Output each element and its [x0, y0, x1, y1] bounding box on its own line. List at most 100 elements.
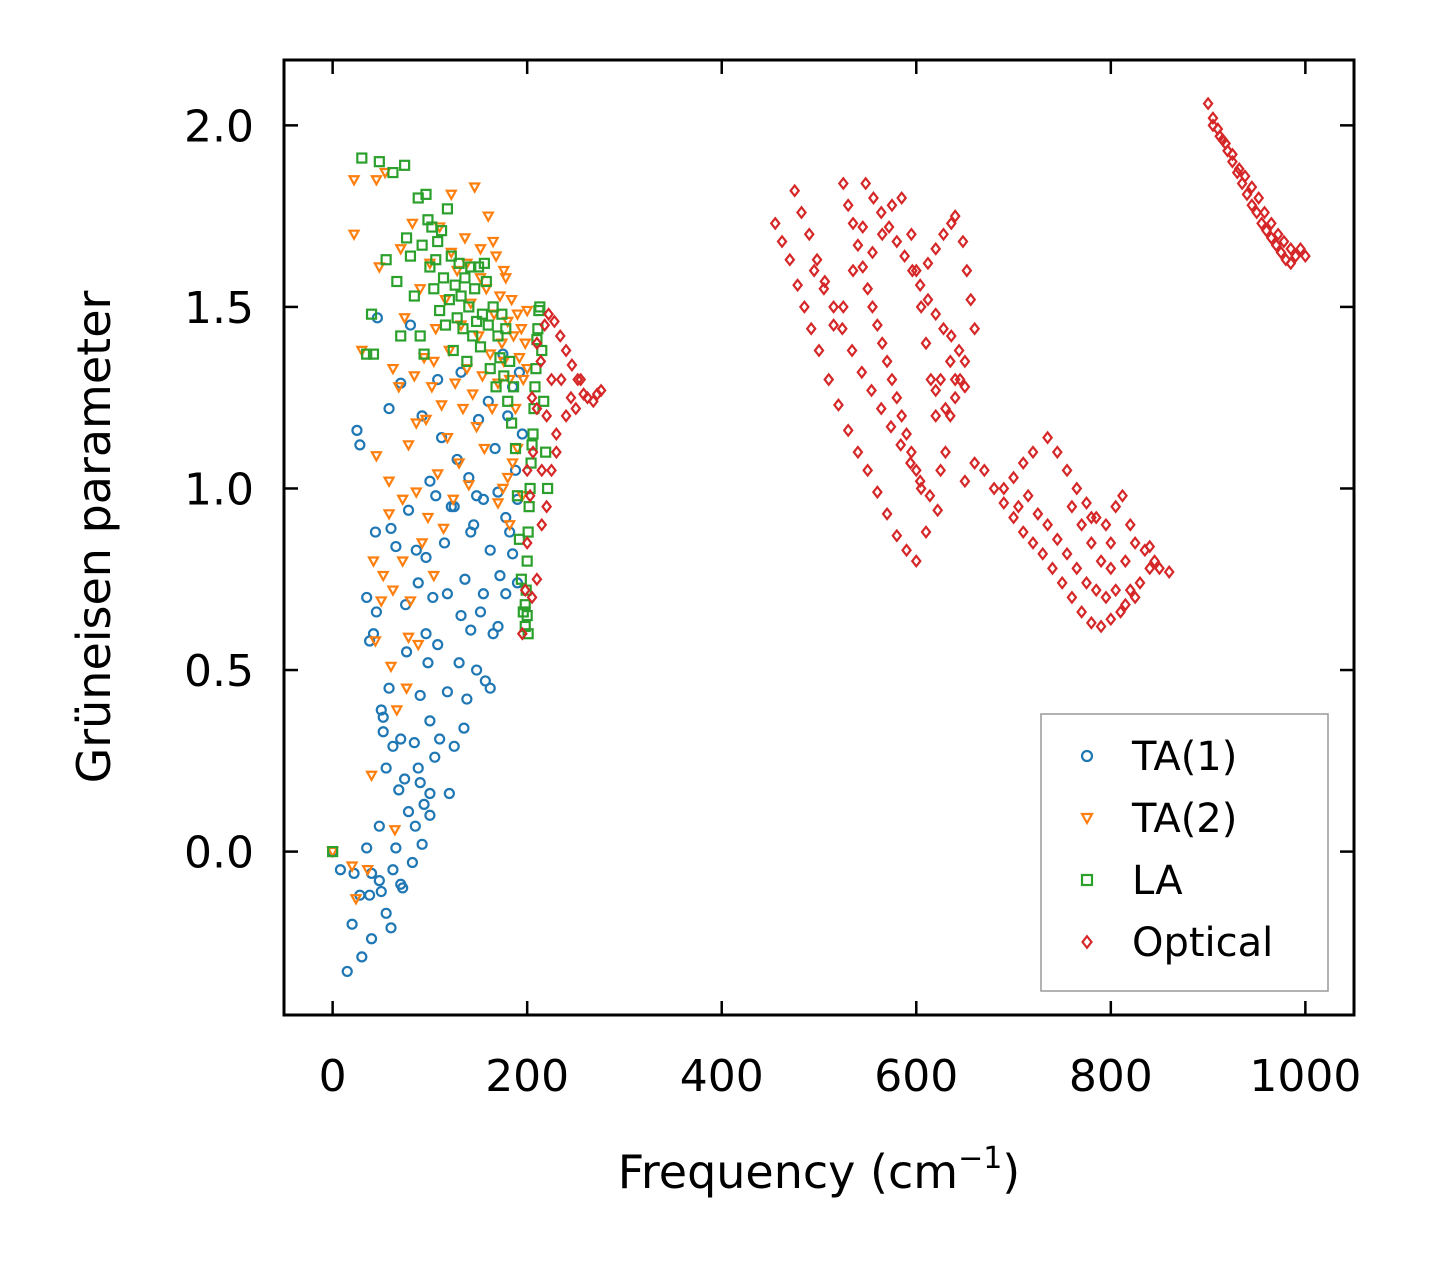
- data-point: [546, 372, 557, 387]
- data-point: [998, 496, 1010, 510]
- data-point: [408, 290, 420, 302]
- data-point: [493, 291, 507, 303]
- data-point: [1265, 230, 1277, 245]
- legend-marker-diamond: [1081, 934, 1093, 950]
- data-point: [377, 711, 389, 723]
- legend: TA(1) TA(2) LA Optical: [1040, 713, 1329, 992]
- data-point: [414, 689, 426, 702]
- data-point: [784, 252, 796, 267]
- data-point: [373, 820, 385, 832]
- data-point: [414, 777, 426, 789]
- y-tick-label: 1.5: [184, 283, 254, 334]
- data-point: [361, 842, 373, 854]
- data-point: [383, 402, 395, 415]
- data-point: [565, 390, 577, 405]
- data-point: [471, 490, 483, 502]
- data-point: [435, 400, 448, 412]
- data-point: [496, 308, 508, 320]
- data-point: [842, 423, 854, 438]
- data-point: [421, 512, 435, 525]
- data-point: [1066, 499, 1078, 514]
- data-point: [404, 250, 417, 262]
- data-point: [940, 445, 951, 460]
- data-point: [351, 424, 363, 436]
- data-point: [429, 751, 441, 763]
- data-point: [432, 639, 444, 651]
- data-point: [856, 365, 868, 380]
- data-point: [420, 628, 432, 640]
- data-point: [1134, 575, 1146, 590]
- data-point: [441, 686, 454, 698]
- data-point: [530, 363, 542, 375]
- data-point: [471, 315, 483, 328]
- data-point: [468, 182, 482, 194]
- data-point: [891, 390, 903, 405]
- data-point: [1017, 525, 1029, 540]
- data-point: [509, 403, 522, 416]
- data-point: [509, 464, 522, 476]
- data-point: [487, 301, 499, 313]
- data-point: [945, 216, 957, 231]
- data-point: [930, 241, 942, 256]
- data-point: [465, 624, 477, 636]
- data-point: [924, 488, 936, 503]
- data-point: [431, 469, 445, 481]
- legend-marker-square: [1080, 873, 1094, 887]
- data-point: [1081, 575, 1092, 590]
- data-point: [424, 261, 436, 273]
- data-point: [419, 414, 433, 427]
- data-point: [390, 705, 404, 717]
- data-point: [499, 273, 513, 285]
- data-point: [500, 588, 512, 600]
- data-point: [811, 252, 823, 267]
- data-point: [1061, 546, 1073, 561]
- data-point: [1085, 535, 1097, 550]
- x-tick-label: 200: [485, 1051, 569, 1102]
- data-point: [478, 257, 490, 269]
- data-point: [399, 773, 411, 785]
- data-point: [932, 503, 944, 518]
- data-point: [418, 798, 430, 810]
- data-point: [502, 395, 514, 407]
- data-point: [930, 408, 942, 423]
- data-point: [395, 733, 407, 745]
- data-point: [805, 321, 817, 336]
- data-point: [535, 354, 547, 369]
- data-point: [1299, 249, 1311, 264]
- data-point: [472, 331, 485, 343]
- data-point: [465, 526, 477, 538]
- data-point: [1061, 463, 1073, 478]
- series-ta-2: [326, 167, 534, 906]
- data-point: [836, 321, 848, 336]
- data-point: [895, 437, 907, 452]
- data-point: [461, 355, 473, 367]
- data-point: [550, 445, 562, 460]
- data-point: [935, 372, 947, 387]
- data-point: [1253, 191, 1265, 205]
- series-optical: [516, 96, 1311, 641]
- data-point: [959, 379, 971, 394]
- data-point: [867, 299, 878, 314]
- data-point: [511, 309, 524, 321]
- data-point: [886, 372, 898, 387]
- data-point: [492, 620, 504, 633]
- y-tick-label: 1.0: [184, 464, 254, 515]
- data-point: [813, 343, 825, 358]
- data-point: [474, 244, 487, 256]
- data-point: [776, 234, 788, 249]
- data-point: [519, 599, 531, 611]
- data-point: [392, 382, 406, 394]
- data-point: [477, 588, 490, 600]
- data-point: [1231, 165, 1243, 180]
- data-points-layer: [326, 96, 1311, 978]
- data-point: [1027, 445, 1039, 460]
- data-point: [412, 577, 424, 589]
- data-point: [1076, 517, 1088, 532]
- data-point: [515, 573, 527, 585]
- data-point: [369, 526, 382, 538]
- series-ta-1: [327, 312, 528, 978]
- data-point: [959, 354, 971, 369]
- data-point: [526, 390, 538, 405]
- data-point: [899, 249, 911, 264]
- data-point: [866, 383, 877, 398]
